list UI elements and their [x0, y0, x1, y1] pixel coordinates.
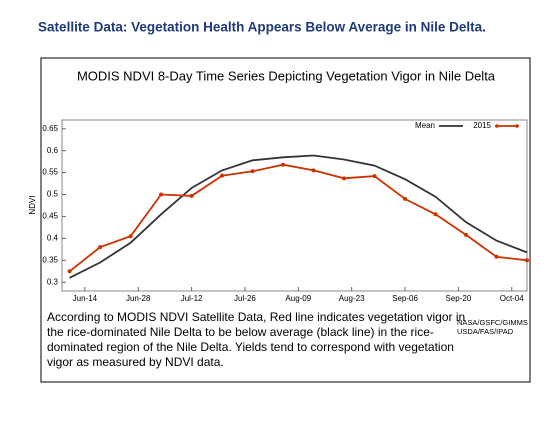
frame	[40, 57, 531, 383]
x-tick-label: Jun-14	[73, 294, 98, 303]
point	[159, 192, 164, 197]
point	[433, 212, 438, 217]
y-tick-label: 0.55	[42, 168, 58, 177]
caption-line: the rice-dominated Nile Delta to be belo…	[47, 325, 434, 339]
x-tick-label: Jul-26	[234, 294, 256, 303]
point	[372, 174, 377, 179]
y-tick-label: 0.4	[47, 233, 59, 242]
x-tick-label: Aug-23	[339, 294, 365, 303]
legend-marker	[495, 124, 499, 128]
point	[311, 168, 316, 173]
y-tick-label: 0.5	[47, 190, 59, 199]
plot-frame	[61, 119, 528, 292]
point	[281, 162, 286, 167]
caption-line: According to MODIS NDVI Satellite Data, …	[47, 310, 465, 324]
point	[464, 232, 469, 237]
point	[189, 193, 194, 198]
point	[494, 254, 499, 259]
x-tick-label: Jun-28	[126, 294, 151, 303]
credit-line: USDA/FAS/IPAD	[457, 327, 514, 336]
x-tick-label: Sep-20	[445, 294, 471, 303]
caption-line: dominated region of the Nile Delta. Yiel…	[47, 340, 454, 354]
point	[67, 269, 72, 274]
x-tick-label: Sep-06	[392, 294, 418, 303]
y-tick-label: 0.3	[47, 277, 59, 286]
y-tick-label: 0.45	[42, 212, 58, 221]
x-tick-label: Oct-04	[500, 294, 525, 303]
x-tick-label: Jul-12	[181, 294, 203, 303]
caption-line: vigor as measured by NDVI data.	[47, 355, 224, 369]
legend-label: 2015	[473, 121, 491, 130]
point	[220, 173, 225, 178]
point	[250, 169, 255, 174]
legend-marker	[515, 124, 519, 128]
y-tick-label: 0.6	[47, 146, 59, 155]
slide-title: Satellite Data: Vegetation Health Appear…	[38, 20, 486, 35]
chart-title: MODIS NDVI 8-Day Time Series Depicting V…	[77, 68, 496, 83]
y-axis-label: NDVI	[28, 195, 37, 214]
legend-label: Mean	[415, 121, 435, 130]
point	[342, 176, 347, 181]
y-tick-label: 0.35	[42, 255, 58, 264]
x-tick-label: Aug-09	[285, 294, 311, 303]
point	[403, 196, 408, 201]
series-line	[69, 154, 528, 279]
y-tick-label: 0.65	[42, 124, 58, 133]
series-line	[69, 163, 528, 273]
point	[525, 258, 529, 263]
point	[128, 234, 133, 239]
point	[98, 245, 103, 250]
credit-line: NASA/GSFC/GIMMS	[457, 318, 528, 327]
